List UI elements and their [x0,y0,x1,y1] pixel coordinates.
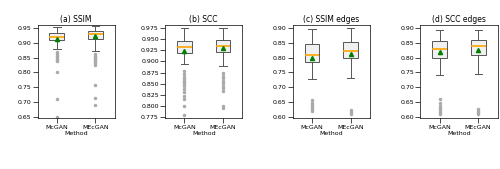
X-axis label: Method: Method [320,131,343,136]
PathPatch shape [471,40,486,55]
X-axis label: Method: Method [447,131,470,136]
PathPatch shape [304,44,320,62]
PathPatch shape [50,33,64,40]
PathPatch shape [432,41,447,58]
X-axis label: Method: Method [192,131,216,136]
Title: (c) SSIM edges: (c) SSIM edges [303,15,360,24]
X-axis label: Method: Method [64,131,88,136]
Title: (a) SSIM: (a) SSIM [60,15,92,24]
PathPatch shape [88,31,103,39]
PathPatch shape [344,42,358,58]
PathPatch shape [177,41,192,53]
PathPatch shape [216,40,230,52]
Title: (b) SCC: (b) SCC [190,15,218,24]
Title: (d) SCC edges: (d) SCC edges [432,15,486,24]
